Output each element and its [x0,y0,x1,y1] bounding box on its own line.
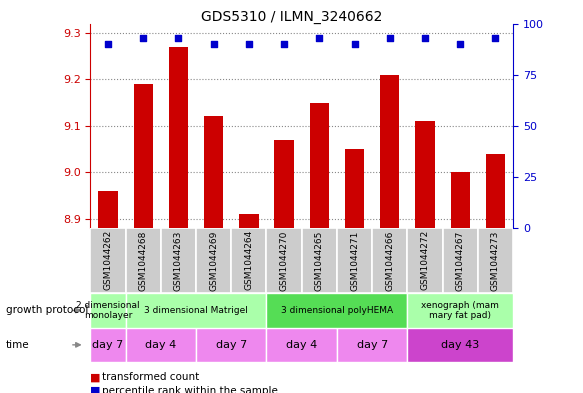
Text: day 43: day 43 [441,340,479,350]
Point [279,41,289,47]
Text: GDS5310 / ILMN_3240662: GDS5310 / ILMN_3240662 [201,10,382,24]
Bar [90,228,125,293]
Text: ■: ■ [90,386,101,393]
Text: day 7: day 7 [357,340,388,350]
Point [139,35,148,41]
Text: GSM1044269: GSM1044269 [209,230,218,290]
Bar [239,214,258,228]
Bar [372,228,408,293]
Point [455,41,465,47]
Point [103,41,113,47]
Bar [266,328,337,362]
Text: GSM1044267: GSM1044267 [456,230,465,290]
Text: day 7: day 7 [92,340,124,350]
Text: percentile rank within the sample: percentile rank within the sample [102,386,278,393]
Bar [90,328,125,362]
Bar [415,121,435,228]
Bar [266,293,408,328]
Bar [231,228,266,293]
Text: xenograph (mam
mary fat pad): xenograph (mam mary fat pad) [422,301,499,320]
Text: GSM1044271: GSM1044271 [350,230,359,290]
Bar [161,228,196,293]
Text: GSM1044268: GSM1044268 [139,230,147,290]
Point [315,35,324,41]
Text: GSM1044264: GSM1044264 [244,230,254,290]
Bar [451,172,470,228]
Text: day 4: day 4 [145,340,177,350]
Point [420,35,430,41]
Text: day 7: day 7 [216,340,247,350]
Text: 3 dimensional polyHEMA: 3 dimensional polyHEMA [281,306,393,315]
Bar [99,191,118,228]
Bar [125,228,161,293]
Bar [134,84,153,228]
Bar [337,328,408,362]
Point [244,41,254,47]
Text: GSM1044263: GSM1044263 [174,230,183,290]
Bar [408,293,513,328]
Bar [380,75,399,228]
Text: GSM1044270: GSM1044270 [280,230,289,290]
Text: transformed count: transformed count [102,372,199,382]
Bar [196,328,266,362]
Bar [345,149,364,228]
Text: GSM1044272: GSM1044272 [420,230,430,290]
Bar [125,328,196,362]
Bar [125,293,266,328]
Text: time: time [6,340,30,350]
Bar [90,293,125,328]
Point [209,41,218,47]
Bar [302,228,337,293]
Text: GSM1044273: GSM1044273 [491,230,500,290]
Point [491,35,500,41]
Text: GSM1044262: GSM1044262 [103,230,113,290]
Bar [266,228,302,293]
Bar [486,154,505,228]
Bar [275,140,294,228]
Text: growth protocol: growth protocol [6,305,88,316]
Bar [168,47,188,228]
Text: 2 dimensional
monolayer: 2 dimensional monolayer [76,301,140,320]
Text: GSM1044265: GSM1044265 [315,230,324,290]
Point [174,35,183,41]
Point [350,41,359,47]
Text: 3 dimensional Matrigel: 3 dimensional Matrigel [144,306,248,315]
Bar [442,228,478,293]
Bar [337,228,372,293]
Bar [478,228,513,293]
Text: GSM1044266: GSM1044266 [385,230,394,290]
Bar [310,103,329,228]
Point [385,35,395,41]
Bar [408,328,513,362]
Bar [408,228,442,293]
Text: day 4: day 4 [286,340,317,350]
Bar [204,116,223,228]
Text: ■: ■ [90,372,101,382]
Bar [196,228,231,293]
